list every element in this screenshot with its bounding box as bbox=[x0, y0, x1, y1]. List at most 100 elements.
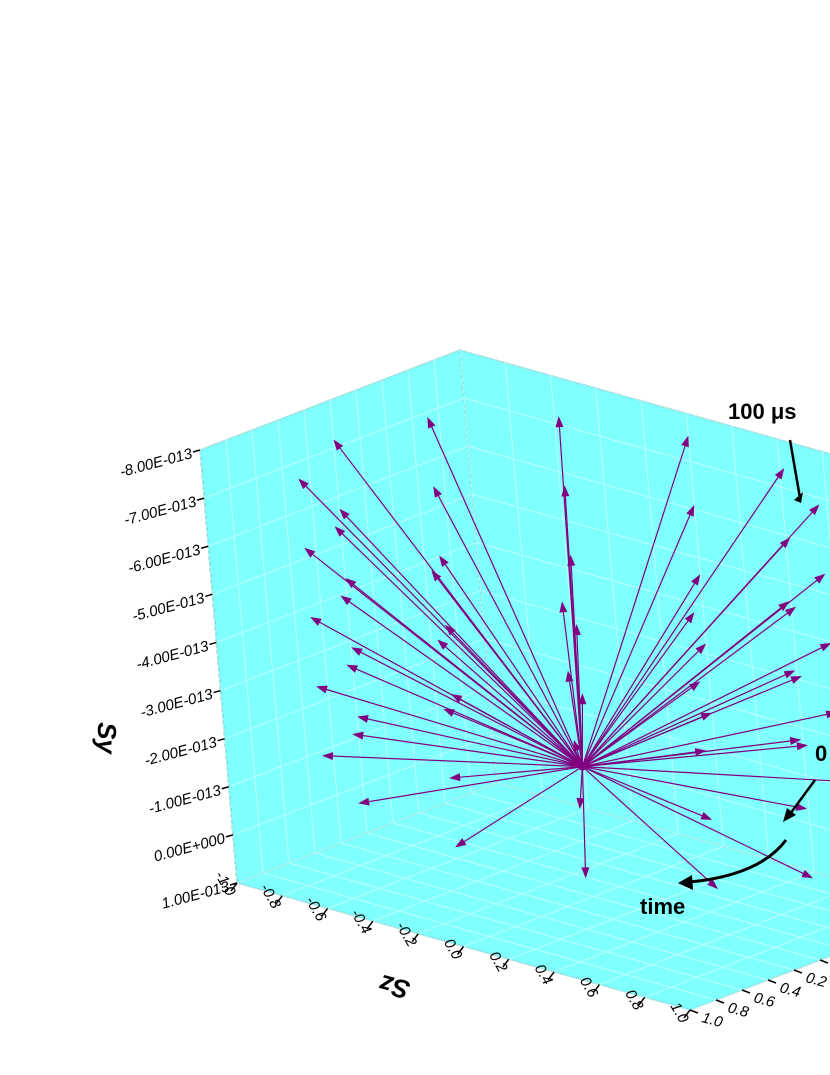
grid-line bbox=[340, 842, 795, 971]
arrow-shaft bbox=[562, 609, 583, 767]
grid-line bbox=[392, 822, 830, 947]
tick-mark bbox=[411, 933, 419, 943]
tick-mark bbox=[275, 895, 283, 905]
grid-line bbox=[407, 369, 446, 804]
arrow-shaft bbox=[360, 734, 583, 768]
arrow-shaft bbox=[582, 610, 791, 768]
arrow bbox=[321, 752, 583, 768]
arrow-origin bbox=[578, 762, 587, 771]
arrow bbox=[581, 504, 820, 768]
tick-mark bbox=[221, 786, 229, 790]
arrow-head bbox=[681, 435, 689, 448]
arrows bbox=[298, 416, 830, 890]
arrow bbox=[437, 639, 583, 768]
arrow-head bbox=[576, 797, 585, 810]
arrow-head bbox=[778, 601, 790, 612]
arrow-shaft bbox=[558, 424, 583, 767]
arrow-head bbox=[801, 869, 814, 879]
arrow-shaft bbox=[457, 766, 583, 779]
arrow-shaft bbox=[337, 445, 583, 767]
sy-tick-label: 0.00E+000 bbox=[152, 830, 228, 865]
grid-line bbox=[329, 399, 368, 834]
arrow bbox=[358, 766, 583, 806]
arrow-head bbox=[561, 485, 570, 497]
arrow bbox=[581, 435, 689, 767]
arrow bbox=[582, 606, 797, 768]
arrow bbox=[582, 766, 830, 782]
arrow-shaft bbox=[581, 766, 587, 871]
arrow-head bbox=[581, 867, 590, 879]
arrow-head bbox=[694, 748, 707, 756]
grid-line bbox=[821, 451, 830, 547]
annotation-arrow bbox=[788, 779, 817, 815]
tick-mark bbox=[456, 946, 465, 955]
arrow bbox=[351, 647, 583, 768]
arrow-head bbox=[783, 670, 796, 679]
grid-line bbox=[277, 419, 316, 854]
grid-line bbox=[459, 349, 830, 455]
grid-line bbox=[472, 493, 830, 596]
arrow-head bbox=[796, 742, 808, 751]
grid-line bbox=[232, 734, 494, 836]
arrow-head bbox=[431, 570, 442, 582]
tick-mark bbox=[225, 834, 234, 838]
arrow bbox=[582, 748, 707, 768]
grid-line bbox=[776, 438, 815, 872]
arrow-head bbox=[684, 612, 695, 624]
sy-tick-label: -6.00E-013 bbox=[126, 541, 203, 577]
arrow-head bbox=[333, 439, 344, 451]
arrow bbox=[582, 681, 701, 768]
arrow bbox=[333, 439, 583, 767]
arrow-shaft bbox=[582, 766, 830, 782]
arrow-shaft bbox=[353, 667, 583, 768]
arrow-head bbox=[790, 675, 803, 684]
arrow-head bbox=[346, 664, 359, 673]
arrow bbox=[357, 715, 583, 768]
grid-line bbox=[216, 541, 477, 643]
tick-mark bbox=[547, 971, 555, 981]
arrow bbox=[439, 555, 583, 767]
arrow-shaft bbox=[461, 766, 583, 844]
grid-line bbox=[220, 590, 481, 692]
arrow-head bbox=[340, 595, 352, 606]
arrow-head bbox=[345, 578, 357, 588]
grid bbox=[199, 349, 830, 1011]
sx-tick-label: 0.2 bbox=[804, 969, 829, 991]
arrow-shaft bbox=[442, 644, 583, 768]
arrow-shaft bbox=[581, 443, 687, 767]
arrow bbox=[340, 595, 583, 768]
tick-mark bbox=[819, 959, 829, 964]
tick-mark bbox=[205, 593, 213, 598]
annotation-arrowhead bbox=[783, 808, 796, 822]
grid-line bbox=[444, 802, 830, 912]
grid-line bbox=[262, 872, 717, 1001]
arrow-shaft bbox=[581, 580, 697, 767]
tick-mark bbox=[689, 1009, 699, 1014]
tick-mark bbox=[229, 882, 238, 886]
arrow-shaft bbox=[323, 688, 583, 768]
grid-line bbox=[381, 379, 420, 814]
grid-line bbox=[225, 439, 264, 874]
tick-mark bbox=[741, 989, 751, 994]
arrow bbox=[449, 766, 583, 782]
arrow-shaft bbox=[443, 561, 583, 767]
arrow-shaft bbox=[364, 717, 583, 768]
arrow bbox=[576, 766, 585, 810]
arrow-head bbox=[689, 681, 701, 692]
arrow-head bbox=[437, 639, 449, 650]
tick-mark bbox=[230, 882, 238, 892]
grid-line bbox=[418, 812, 830, 929]
arrow-head bbox=[559, 601, 568, 613]
arrow-head bbox=[795, 802, 808, 811]
axis-title: Sy bbox=[92, 722, 122, 755]
arrow-head bbox=[449, 773, 461, 782]
annotation: time bbox=[640, 894, 685, 919]
grid-line bbox=[433, 359, 472, 794]
grid-line bbox=[355, 389, 394, 824]
arrow-head bbox=[304, 547, 316, 558]
tick-mark bbox=[715, 999, 725, 1004]
annotation-arrow bbox=[689, 839, 788, 884]
arrow bbox=[555, 416, 583, 767]
grid-line bbox=[236, 782, 498, 884]
grid-line bbox=[459, 349, 498, 784]
